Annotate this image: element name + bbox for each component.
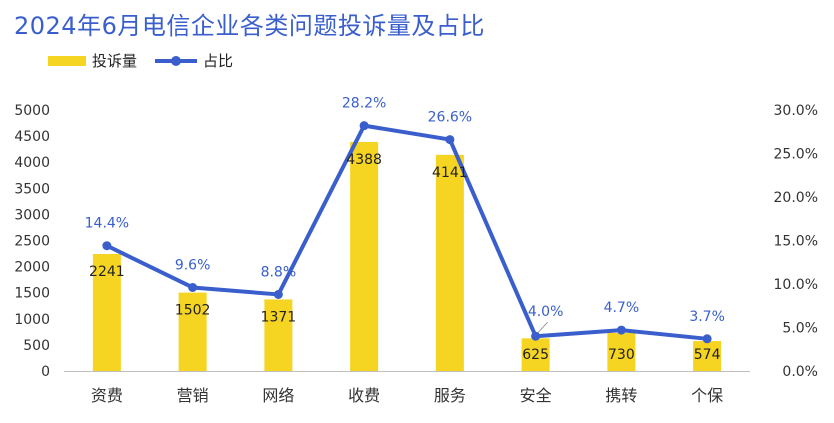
line-value-label: 8.8%	[261, 264, 297, 280]
x-category-label: 个保	[691, 386, 723, 405]
y-right-tick-label: 10.0%	[774, 277, 818, 293]
x-category-label: 营销	[177, 386, 209, 405]
line-point	[359, 121, 369, 131]
y-left-tick-label: 2000	[14, 260, 50, 276]
bar-value-label: 625	[522, 347, 549, 363]
bar	[521, 338, 550, 371]
line-value-label: 28.2%	[342, 96, 386, 112]
bar	[92, 254, 121, 371]
y-left-tick-label: 4000	[14, 155, 50, 171]
y-right-tick-label: 20.0%	[774, 190, 818, 206]
bar-value-label: 1371	[261, 309, 297, 325]
y-right-tick-label: 0.0%	[782, 364, 818, 380]
x-category-label: 安全	[520, 386, 552, 405]
line-point	[188, 282, 198, 292]
line-value-label: 4.0%	[528, 304, 564, 320]
y-left-tick-label: 3000	[14, 207, 50, 223]
leader-line	[536, 321, 548, 335]
y-left-tick-label: 4500	[14, 129, 50, 145]
bar	[607, 332, 636, 371]
chart-title: 2024年6月电信企业各类问题投诉量及占比	[14, 12, 485, 40]
bar	[435, 154, 464, 371]
line-value-label: 9.6%	[175, 257, 211, 273]
bar-value-label: 4388	[346, 152, 382, 168]
y-left-tick-label: 3500	[14, 181, 50, 197]
line-point	[102, 241, 112, 251]
y-left-tick-label: 5000	[14, 103, 50, 119]
x-category-label: 资费	[91, 386, 123, 405]
y-left-tick-label: 1500	[14, 286, 50, 302]
x-category-label: 携转	[605, 386, 637, 405]
legend-line-label: 占比	[203, 52, 234, 70]
bar	[178, 292, 207, 371]
line-series-path	[104, 123, 710, 341]
x-category-label: 服务	[434, 386, 466, 405]
y-right-tick-label: 25.0%	[774, 147, 818, 163]
line-point	[702, 334, 712, 344]
legend: 投诉量 占比	[48, 50, 237, 71]
y-right-tick-label: 5.0%	[782, 321, 818, 337]
bar	[693, 341, 722, 371]
y-right-tick-label: 15.0%	[774, 234, 818, 250]
y-left-tick-label: 0	[41, 364, 50, 380]
bar	[350, 141, 379, 371]
line-value-label: 4.7%	[604, 300, 640, 316]
y-right-tick-label: 30.0%	[774, 103, 818, 119]
line-value-label: 3.7%	[689, 309, 725, 325]
line-point	[273, 289, 283, 299]
line-point	[531, 331, 541, 341]
bar-value-label: 1502	[175, 303, 211, 319]
line-point	[445, 135, 455, 145]
line-point	[616, 325, 626, 335]
line-value-label: 26.6%	[428, 110, 472, 126]
y-left-tick-label: 2500	[14, 234, 50, 250]
bar	[264, 299, 293, 371]
y-left-tick-label: 500	[23, 338, 50, 354]
bar-value-label: 2241	[89, 264, 125, 280]
legend-bar-swatch	[48, 55, 86, 66]
line-value-label: 14.4%	[85, 216, 129, 232]
x-category-label: 网络	[262, 386, 294, 405]
x-category-label: 收费	[348, 386, 380, 405]
bar-value-label: 730	[608, 347, 635, 363]
bar-value-label: 4141	[432, 165, 468, 181]
bar-value-label: 574	[694, 347, 721, 363]
legend-line-swatch	[155, 55, 198, 66]
legend-bar-label: 投诉量	[92, 52, 138, 70]
y-left-tick-label: 1000	[14, 312, 50, 328]
